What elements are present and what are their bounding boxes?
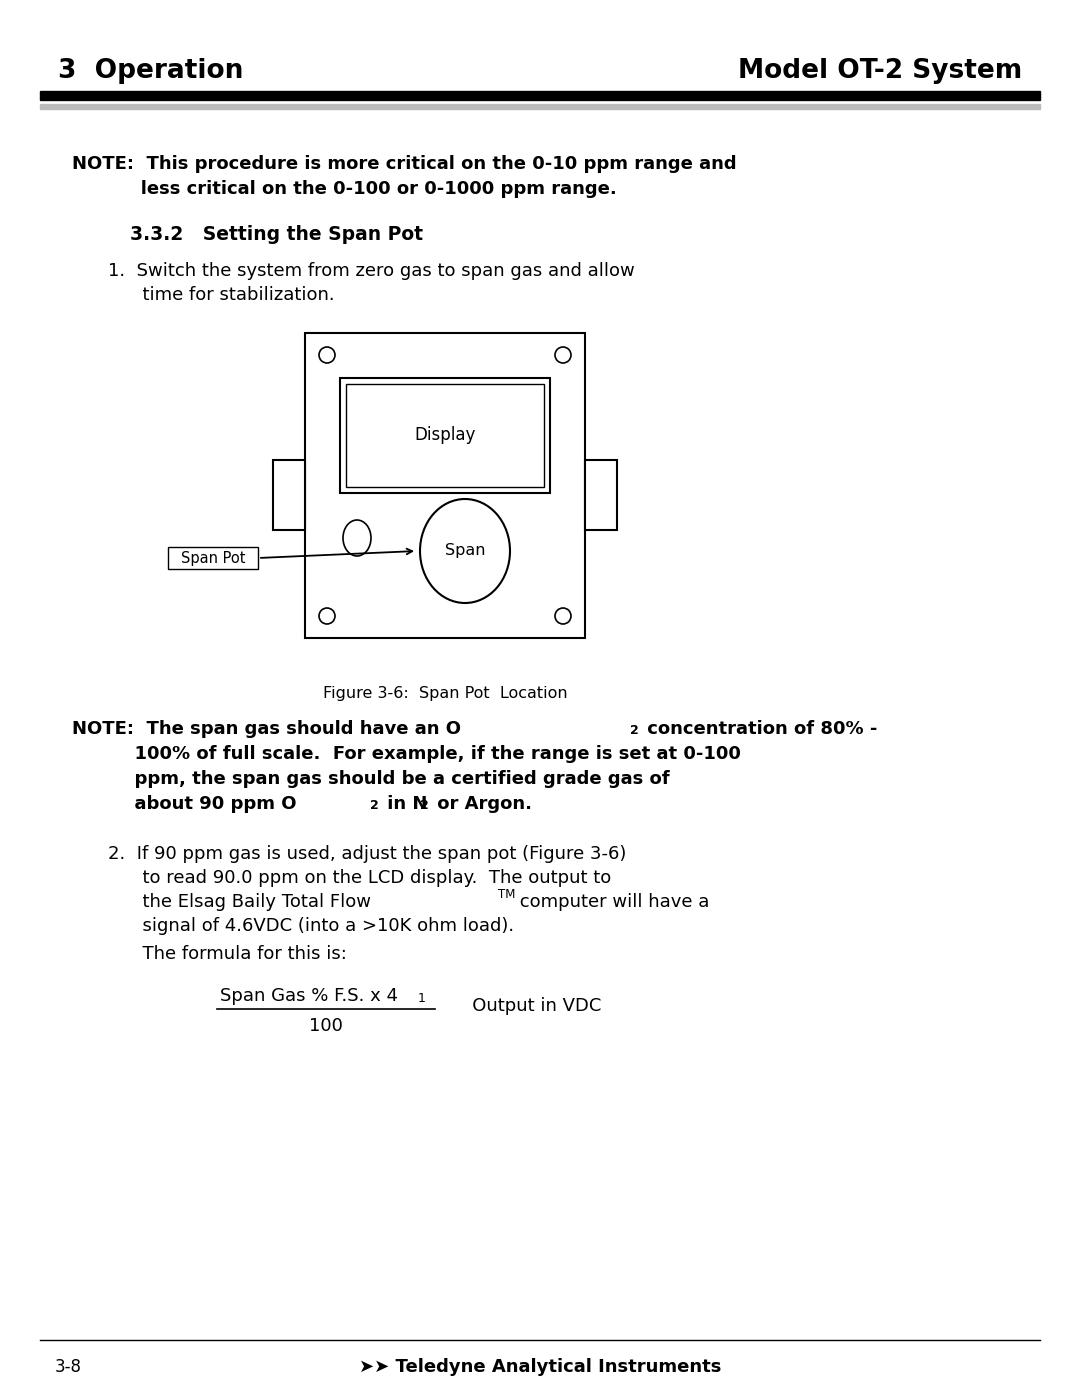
Text: the Elsag Baily Total Flow: the Elsag Baily Total Flow <box>108 893 372 911</box>
Bar <box>40 103 1040 109</box>
Bar <box>340 379 550 493</box>
Text: less critical on the 0-100 or 0-1000 ppm range.: less critical on the 0-100 or 0-1000 ppm… <box>72 180 617 198</box>
Circle shape <box>555 346 571 363</box>
Text: concentration of 80% -: concentration of 80% - <box>642 719 877 738</box>
Text: 2: 2 <box>370 799 379 812</box>
Circle shape <box>555 608 571 624</box>
Bar <box>305 332 585 638</box>
Text: in N: in N <box>381 795 428 813</box>
Text: to read 90.0 ppm on the LCD display.  The output to: to read 90.0 ppm on the LCD display. The… <box>108 869 611 887</box>
Text: 2: 2 <box>630 724 638 738</box>
Bar <box>273 460 305 529</box>
Text: Output in VDC: Output in VDC <box>455 997 602 1016</box>
Circle shape <box>319 346 335 363</box>
Text: TM: TM <box>498 888 515 901</box>
Text: about 90 ppm O: about 90 ppm O <box>72 795 297 813</box>
Text: 1: 1 <box>418 992 426 1004</box>
Text: Figure 3-6:  Span Pot  Location: Figure 3-6: Span Pot Location <box>323 686 567 701</box>
Ellipse shape <box>343 520 372 556</box>
Text: 2.  If 90 ppm gas is used, adjust the span pot (Figure 3-6): 2. If 90 ppm gas is used, adjust the spa… <box>108 845 626 863</box>
Ellipse shape <box>420 499 510 604</box>
Text: signal of 4.6VDC (into a >10K ohm load).: signal of 4.6VDC (into a >10K ohm load). <box>108 916 514 935</box>
Text: NOTE:  The span gas should have an O: NOTE: The span gas should have an O <box>72 719 461 738</box>
Text: Model OT-2 System: Model OT-2 System <box>738 59 1022 84</box>
Text: Span Pot: Span Pot <box>180 550 245 566</box>
Bar <box>168 548 258 569</box>
Text: Span: Span <box>445 543 485 559</box>
Text: ppm, the span gas should be a certified grade gas of: ppm, the span gas should be a certified … <box>72 770 670 788</box>
Text: computer will have a: computer will have a <box>514 893 710 911</box>
Bar <box>585 460 617 529</box>
Text: Display: Display <box>415 426 475 444</box>
Bar <box>346 384 544 488</box>
Text: 2: 2 <box>420 799 429 812</box>
Bar <box>40 91 1040 101</box>
Circle shape <box>319 608 335 624</box>
Text: The formula for this is:: The formula for this is: <box>108 944 347 963</box>
Text: 3  Operation: 3 Operation <box>58 59 243 84</box>
Text: time for stabilization.: time for stabilization. <box>108 286 335 305</box>
Text: 100: 100 <box>309 1017 343 1035</box>
Text: or Argon.: or Argon. <box>431 795 532 813</box>
Text: ➤➤ Teledyne Analytical Instruments: ➤➤ Teledyne Analytical Instruments <box>359 1358 721 1376</box>
Text: 100% of full scale.  For example, if the range is set at 0-100: 100% of full scale. For example, if the … <box>72 745 741 763</box>
Text: 3.3.2   Setting the Span Pot: 3.3.2 Setting the Span Pot <box>130 225 423 244</box>
Text: 1.  Switch the system from zero gas to span gas and allow: 1. Switch the system from zero gas to sp… <box>108 263 635 279</box>
Text: Span Gas % F.S. x 4: Span Gas % F.S. x 4 <box>220 988 399 1004</box>
Text: NOTE:  This procedure is more critical on the 0-10 ppm range and: NOTE: This procedure is more critical on… <box>72 155 737 173</box>
Text: 3-8: 3-8 <box>55 1358 82 1376</box>
